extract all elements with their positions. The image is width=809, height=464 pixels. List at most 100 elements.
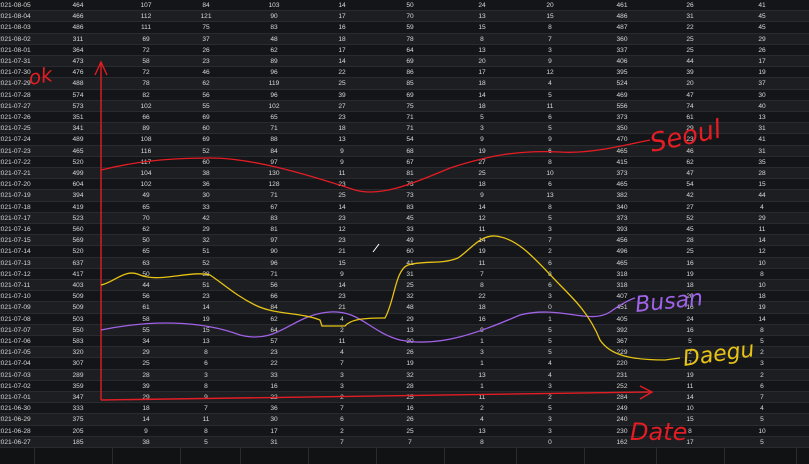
value-cell: 393: [616, 226, 628, 233]
value-cell: 72: [142, 46, 150, 54]
value-cell: 40: [758, 102, 766, 110]
value-cell: 128: [268, 181, 280, 189]
value-cell: 499: [72, 170, 84, 177]
value-cell: 117: [140, 158, 152, 166]
value-cell: 39: [338, 91, 346, 99]
value-cell: 185: [72, 438, 84, 446]
value-cell: 65: [142, 203, 150, 211]
value-cell: 49: [142, 192, 150, 200]
value-cell: 341: [72, 125, 84, 133]
value-cell: 70: [142, 214, 150, 222]
value-cell: 17: [338, 46, 346, 54]
date-cell: 2021-07-03: [0, 371, 31, 379]
value-cell: 311: [72, 35, 84, 43]
value-cell: 32: [406, 371, 414, 379]
value-cell: 11: [202, 416, 210, 424]
value-cell: 45: [686, 226, 694, 233]
value-cell: 29: [686, 125, 694, 133]
value-cell: 71: [270, 192, 278, 200]
value-cell: 5: [760, 416, 764, 424]
value-cell: 84: [270, 304, 278, 312]
value-cell: 5: [548, 338, 552, 345]
value-cell: 37: [758, 80, 766, 88]
value-cell: 90: [270, 248, 278, 256]
value-cell: 96: [270, 69, 278, 77]
value-cell: 7: [408, 438, 412, 446]
value-cell: 18: [478, 181, 486, 189]
value-cell: 4: [548, 371, 552, 379]
value-cell: 33: [202, 203, 210, 211]
value-cell: 473: [72, 58, 84, 65]
date-cell: 2021-07-29: [0, 80, 31, 88]
value-cell: 20: [478, 58, 486, 65]
value-cell: 520: [72, 158, 84, 166]
value-cell: 0: [548, 438, 552, 446]
value-cell: 25: [338, 192, 346, 200]
value-cell: 65: [142, 248, 150, 256]
date-cell: 2021-07-24: [0, 136, 31, 144]
value-cell: 29: [202, 226, 210, 233]
value-cell: 35: [758, 158, 766, 166]
value-cell: 231: [616, 371, 628, 379]
value-cell: 350: [616, 125, 628, 133]
table-row: 2021-07-04 307 25 6 22 7 19 1 4 220 7 3: [0, 358, 809, 370]
value-cell: 289: [72, 371, 84, 379]
value-cell: 69: [202, 114, 210, 121]
value-cell: 25: [338, 80, 346, 88]
value-cell: 84: [202, 2, 210, 9]
table-row: 2021-07-30 476 72 46 96 22 86 17 12 395 39 19: [0, 67, 809, 79]
table-row: 2021-07-25 341 89 60 71 18 71 3 5 350 29 31: [0, 123, 809, 135]
value-cell: 6: [548, 259, 552, 267]
value-cell: 71: [406, 114, 414, 121]
value-cell: 64: [270, 326, 278, 334]
date-cell: 2021-06-29: [0, 416, 31, 424]
value-cell: 465: [616, 181, 628, 189]
value-cell: 24: [686, 315, 694, 323]
value-cell: 1: [480, 382, 484, 390]
value-cell: 14: [686, 394, 694, 401]
date-cell: 2021-07-30: [0, 69, 31, 77]
date-cell: 2021-07-07: [0, 326, 31, 334]
value-cell: 15: [478, 24, 486, 32]
value-cell: 3: [548, 46, 552, 54]
value-cell: 19: [686, 371, 694, 379]
value-cell: 465: [72, 147, 84, 155]
value-cell: 3: [548, 293, 552, 301]
value-cell: 63: [142, 259, 150, 267]
date-cell: 2021-07-18: [0, 203, 31, 211]
value-cell: 75: [406, 102, 414, 110]
value-cell: 23: [338, 214, 346, 222]
table-row: 2021-07-18 419 65 33 67 14 83 14 8 340 27 4: [0, 201, 809, 213]
value-cell: 7: [340, 438, 344, 446]
value-cell: 22: [478, 293, 486, 301]
date-cell: 2021-08-03: [0, 24, 31, 32]
date-cell: 2021-06-30: [0, 405, 31, 413]
value-cell: 2: [480, 405, 484, 413]
value-cell: 31: [406, 270, 414, 278]
value-cell: 44: [686, 58, 694, 65]
value-cell: 6: [548, 114, 552, 121]
value-cell: 373: [616, 114, 628, 121]
value-cell: 11: [338, 338, 346, 345]
value-cell: 333: [72, 405, 84, 413]
value-cell: 5: [548, 349, 552, 357]
value-cell: 26: [406, 416, 414, 424]
date-cell: 2021-08-04: [0, 13, 31, 21]
value-cell: 5: [688, 338, 692, 345]
value-cell: 22: [270, 394, 278, 401]
value-cell: 61: [142, 304, 150, 312]
value-cell: 26: [202, 46, 210, 54]
value-cell: 78: [142, 80, 150, 88]
value-cell: 8: [480, 438, 484, 446]
value-cell: 4: [480, 416, 484, 424]
value-cell: 5: [548, 405, 552, 413]
value-cell: 116: [140, 147, 152, 155]
value-cell: 62: [270, 46, 278, 54]
value-cell: 33: [406, 226, 414, 233]
value-cell: 41: [758, 2, 766, 9]
value-cell: 3: [548, 382, 552, 390]
value-cell: 19: [478, 248, 486, 256]
value-cell: 11: [478, 259, 486, 267]
value-cell: 486: [616, 13, 628, 21]
date-cell: 2021-07-10: [0, 293, 31, 301]
